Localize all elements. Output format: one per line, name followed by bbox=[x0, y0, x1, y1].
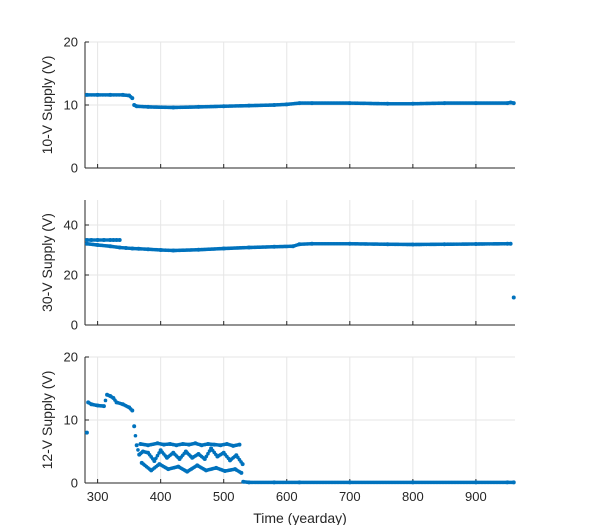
data-point bbox=[508, 241, 513, 246]
x-tick-label: 400 bbox=[150, 489, 172, 504]
chart-panel-1: 0 10 20 10-V Supply (V) bbox=[39, 35, 516, 176]
data-point bbox=[237, 442, 242, 447]
data-series-3 bbox=[511, 295, 516, 300]
data-point bbox=[511, 295, 516, 300]
data-point bbox=[101, 404, 106, 409]
x-tick-label: 700 bbox=[339, 489, 361, 504]
y-axis-label: 10-V Supply (V) bbox=[39, 56, 55, 155]
x-tick-label: 300 bbox=[87, 489, 109, 504]
data-series-1 bbox=[84, 241, 513, 253]
y-tick-label: 20 bbox=[64, 350, 78, 365]
data-point bbox=[154, 456, 158, 461]
data-point bbox=[84, 430, 89, 435]
data-point bbox=[103, 398, 108, 403]
x-axis-label: Time (yearday) bbox=[253, 510, 347, 525]
x-tick-label: 900 bbox=[465, 489, 487, 504]
y-tick-label: 20 bbox=[64, 35, 78, 50]
data-point bbox=[204, 454, 209, 459]
y-tick-label: 0 bbox=[71, 318, 78, 333]
x-tick-label: 500 bbox=[213, 489, 235, 504]
y-tick-label: 40 bbox=[64, 218, 78, 233]
data-point bbox=[136, 448, 140, 452]
data-point bbox=[133, 433, 138, 438]
data-point bbox=[511, 101, 516, 106]
data-point bbox=[130, 408, 135, 413]
data-point bbox=[130, 96, 135, 101]
y-axis-label: 30-V Supply (V) bbox=[39, 213, 55, 312]
x-tick-label: 800 bbox=[402, 489, 424, 504]
data-series-1 bbox=[84, 92, 516, 110]
data-point bbox=[132, 424, 137, 429]
data-point bbox=[117, 238, 122, 242]
y-tick-label: 0 bbox=[71, 161, 78, 176]
y-tick-label: 10 bbox=[64, 413, 78, 428]
y-tick-label: 0 bbox=[71, 476, 78, 491]
data-point bbox=[155, 453, 160, 458]
data-point bbox=[239, 470, 244, 475]
data-series-3 bbox=[139, 460, 244, 475]
data-series-2 bbox=[138, 441, 242, 448]
data-series-2 bbox=[84, 238, 122, 242]
y-tick-label: 20 bbox=[64, 268, 78, 283]
chart-panel-3: 0 10 20 300 400 500 600 700 800 900 12-V Supply (V… bbox=[39, 350, 516, 525]
x-tick-label: 600 bbox=[276, 489, 298, 504]
data-series-1 bbox=[84, 392, 516, 485]
data-point bbox=[134, 443, 139, 448]
data-point bbox=[206, 451, 210, 456]
y-tick-label: 10 bbox=[64, 98, 78, 113]
data-point bbox=[240, 462, 245, 467]
y-axis-label: 12-V Supply (V) bbox=[39, 371, 55, 470]
chart-panel-2: 0 20 40 30-V Supply (V) bbox=[39, 200, 516, 333]
data-point bbox=[511, 480, 516, 485]
